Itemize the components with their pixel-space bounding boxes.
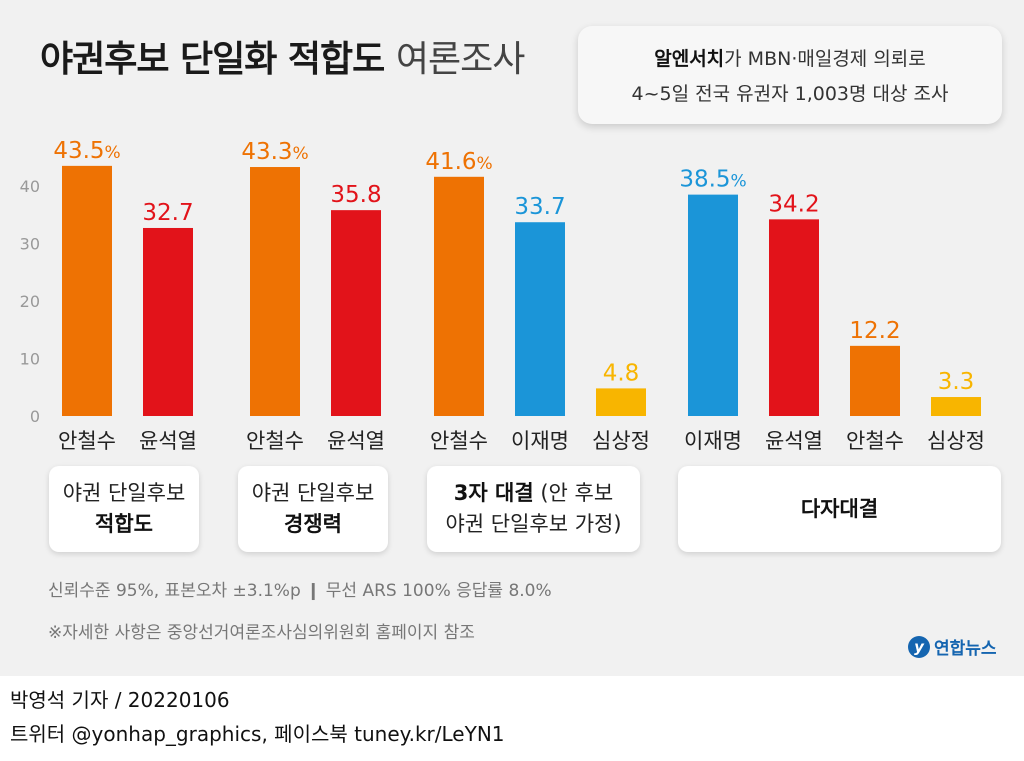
group-3-label-bold: 3자 대결 [453,481,534,505]
category-label-g1-2: 윤석열 [139,429,197,453]
category-label-g3-3: 심상정 [592,429,650,453]
credits: 박영석 기자 / 20220106 트위터 @yonhap_graphics, … [10,683,505,751]
value-label-g4-2: 34.2 [768,191,819,217]
reference-note: ※자세한 사항은 중앙선거여론조사심의위원회 홈페이지 참조 [48,623,475,643]
value-label-g1-1: 43.5% [53,138,120,164]
group-3-label-line2: 야권 단일후보 가정) [445,512,622,536]
category-label-g4-1: 이재명 [684,429,742,453]
value-label-g3-3: 4.8 [603,360,640,386]
value-label-g1-2: 32.7 [142,200,193,226]
category-label-g3-1: 안철수 [430,429,488,453]
y-tick-label-30: 30 [20,235,40,254]
page-title: 야권후보 단일화 적합도 여론조사 [40,30,525,82]
group-2-label-plain: 야권 단일후보 [251,481,375,505]
survey-stats-note: 신뢰수준 95%, 표본오차 ±3.1%p ❙ 무선 ARS 100% 응답률 … [48,581,552,601]
source-client: 가 MBN·매일경제 의뢰로 [724,48,926,70]
bar-g3-3 [596,388,646,416]
group-1-label-plain: 야권 단일후보 [62,481,186,505]
bar-g2-2 [331,210,381,416]
pollster-name: 알엔서치 [654,48,725,70]
reporter-credit: 박영석 기자 / 20220106 [10,688,230,712]
source-line-1: 알엔서치가 MBN·매일경제 의뢰로 [578,44,1002,71]
social-credit: 트위터 @yonhap_graphics, 페이스북 tuney.kr/LeYN… [10,722,505,746]
bar-g1-2 [143,227,193,416]
bar-g3-2 [515,222,565,416]
bar-g1-1 [62,165,112,416]
bar-chart: 0 10 20 30 40 43.5% 안철수 32.7 윤석열 43.3% 안철수 35.8 윤석열 4… [20,138,985,453]
source-line-2: 4~5일 전국 유권자 1,003명 대상 조사 [631,83,949,105]
bar-g3-1 [434,176,484,416]
group-3-label-rest: (안 후보 [533,481,614,505]
value-label-g3-1: 41.6% [425,149,492,175]
value-label-g2-2: 35.8 [330,182,381,208]
bar-g2-1 [250,167,300,416]
y-tick-label-10: 10 [20,350,40,369]
chart-panel: 야권후보 단일화 적합도 여론조사 알엔서치가 MBN·매일경제 의뢰로 4~5… [0,0,1024,676]
category-label-g2-1: 안철수 [246,429,304,453]
value-label-g2-1: 43.3% [241,139,308,165]
y-tick-label-20: 20 [20,292,40,311]
category-label-g3-2: 이재명 [511,429,569,453]
y-tick-label-0: 0 [30,407,40,426]
value-label-g4-1: 38.5% [679,167,746,193]
category-label-g4-3: 안철수 [846,429,904,453]
yonhap-logo-text: 연합뉴스 [934,639,997,659]
group-1-label-bold: 적합도 [95,512,153,536]
group-2-label-bold: 경쟁력 [284,512,342,536]
category-label-g2-2: 윤석열 [327,429,385,453]
y-tick-label-40: 40 [20,177,40,196]
value-label-g4-4: 3.3 [938,369,975,395]
category-label-g4-2: 윤석열 [765,429,823,453]
bar-g4-1 [688,194,738,416]
category-label-g1-1: 안철수 [58,429,116,453]
category-label-g4-4: 심상정 [927,429,985,453]
yonhap-logo-icon: y [908,635,930,658]
title-bold: 야권후보 단일화 적합도 [40,39,385,80]
title-light: 여론조사 [395,39,525,80]
bar-g4-4 [931,397,981,416]
value-label-g3-2: 33.7 [514,194,565,220]
group-label-card-4: 다자대결 [678,466,1001,552]
bar-g4-3 [850,345,900,416]
group-4-label-bold: 다자대결 [800,496,879,521]
source-box: 알엔서치가 MBN·매일경제 의뢰로 4~5일 전국 유권자 1,003명 대상… [578,26,1002,124]
bar-g4-2 [769,219,819,416]
value-label-g4-3: 12.2 [849,318,900,344]
yonhap-logo: y 연합뉴스 [908,634,997,659]
